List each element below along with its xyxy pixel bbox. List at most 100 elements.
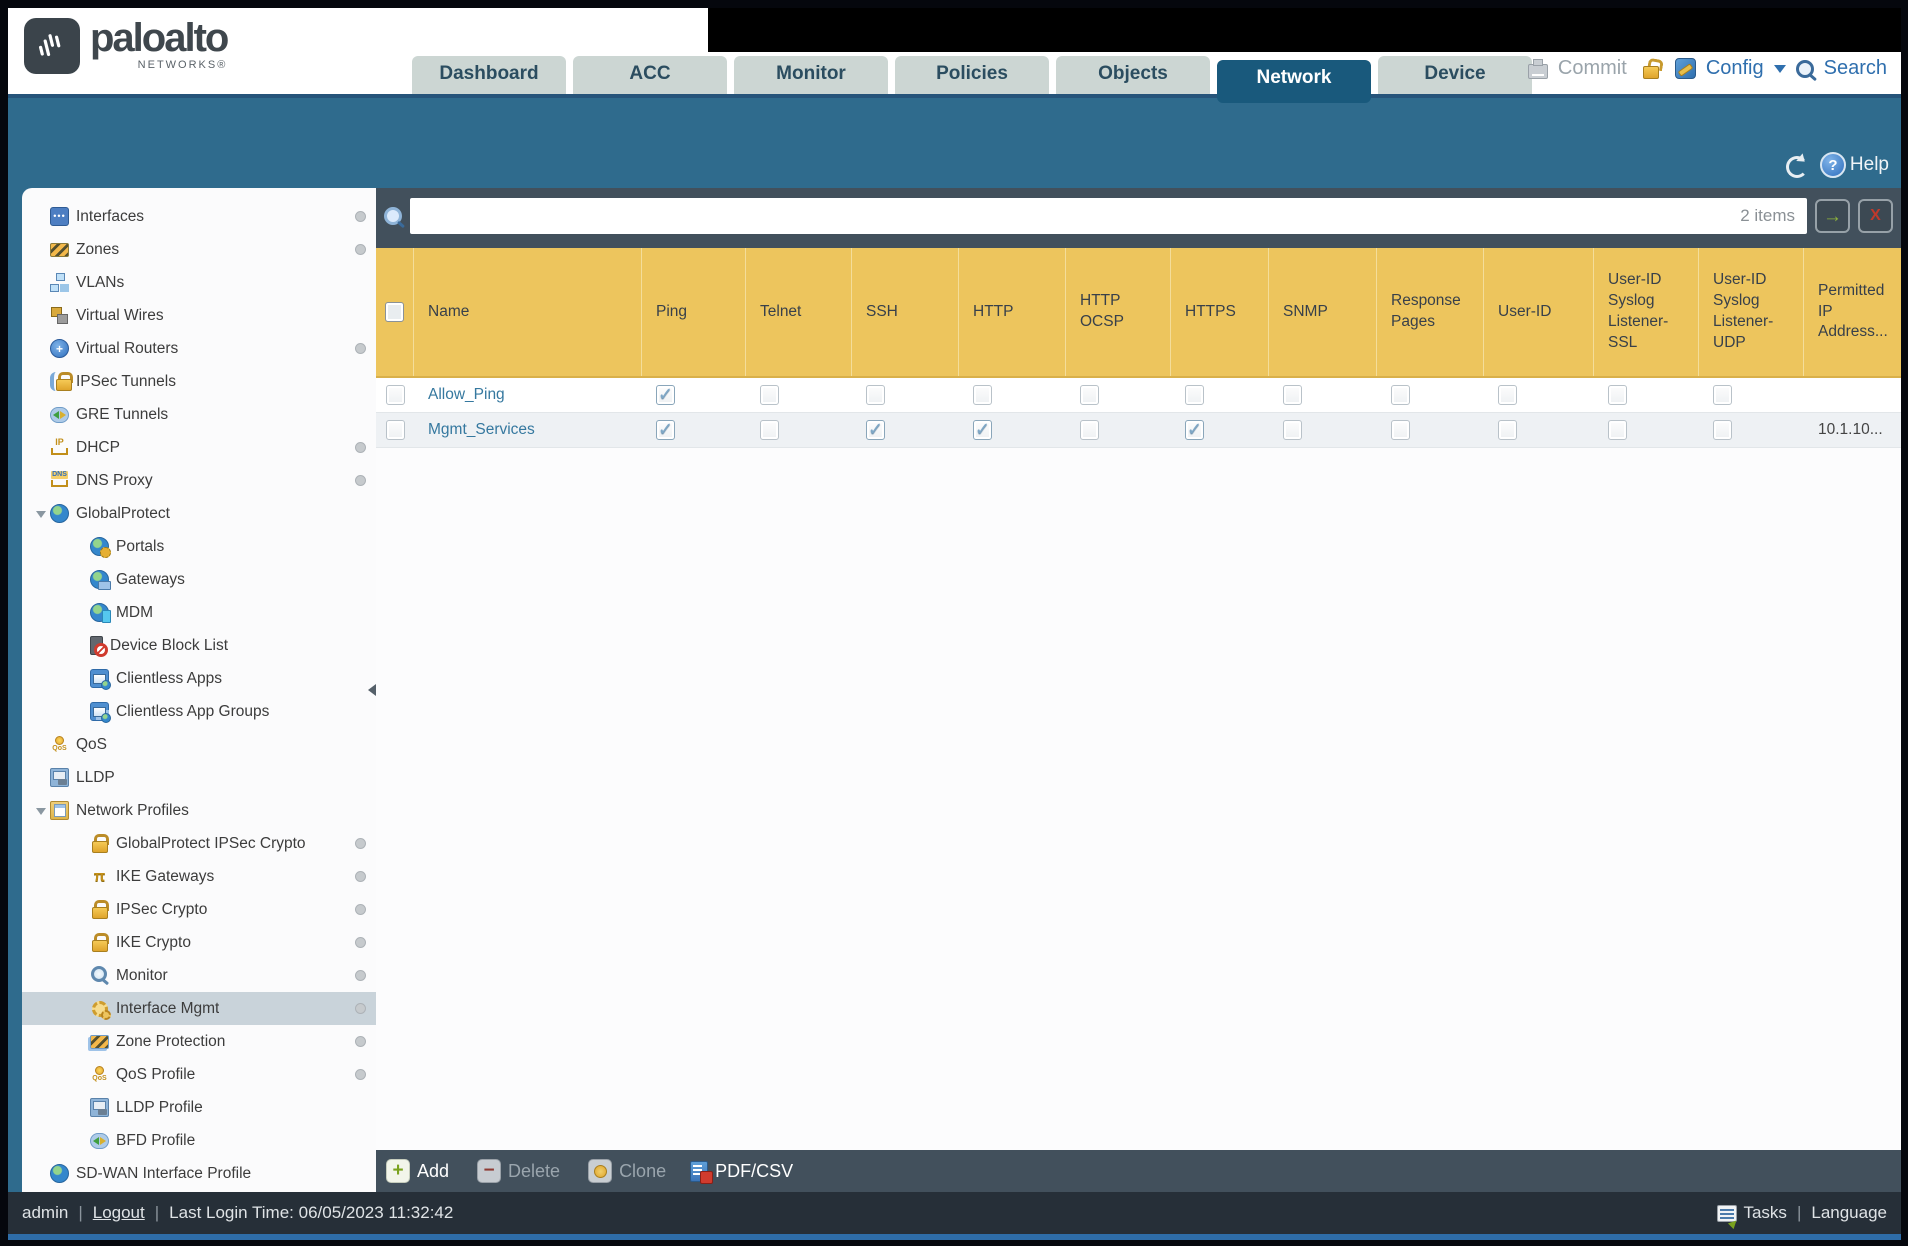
checked-checkbox-ping[interactable] <box>656 420 675 440</box>
sidebar-item-ipsec-tunnels[interactable]: IPSec Tunnels <box>22 365 376 398</box>
unchecked-checkbox-user-id-syslog-listener-ssl[interactable] <box>1608 420 1627 440</box>
column-header-user-id[interactable]: User-ID <box>1484 248 1594 376</box>
tab-policies[interactable]: Policies <box>895 56 1049 94</box>
filter-search-input[interactable] <box>410 198 1741 234</box>
sidebar-item-monitor[interactable]: Monitor <box>22 959 376 992</box>
add-button[interactable]: + Add <box>386 1159 449 1183</box>
language-button[interactable]: Language <box>1811 1203 1887 1222</box>
row-select-checkbox[interactable] <box>385 420 405 440</box>
sidebar-item-dns-proxy[interactable]: DNS Proxy <box>22 464 376 497</box>
tab-network[interactable]: Network <box>1217 60 1371 103</box>
row-name-link[interactable]: Mgmt_Services <box>428 421 535 438</box>
row-name-link[interactable]: Allow_Ping <box>428 386 505 403</box>
logout-link[interactable]: Logout <box>92 1203 145 1222</box>
sidebar-collapse-icon[interactable] <box>362 684 376 696</box>
sidebar-item-mdm[interactable]: MDM <box>22 596 376 629</box>
sidebar-item-virtual-wires[interactable]: Virtual Wires <box>22 299 376 332</box>
sidebar-item-zone-protection[interactable]: Zone Protection <box>22 1025 376 1058</box>
unchecked-checkbox-user-id[interactable] <box>1498 385 1517 405</box>
sidebar-item-portals[interactable]: Portals <box>22 530 376 563</box>
apply-filter-button[interactable]: → <box>1815 199 1850 233</box>
sidebar-item-lldp[interactable]: LLDP <box>22 761 376 794</box>
config-button[interactable]: Config <box>1705 57 1764 79</box>
column-header-label: SNMP <box>1283 302 1328 320</box>
sidebar-item-gateways[interactable]: Gateways <box>22 563 376 596</box>
column-header-telnet[interactable]: Telnet <box>746 248 852 376</box>
unchecked-checkbox-http[interactable] <box>973 385 992 405</box>
select-all-checkbox[interactable] <box>385 302 404 322</box>
column-header-https[interactable]: HTTPS <box>1171 248 1269 376</box>
tasks-button[interactable]: Tasks <box>1743 1203 1787 1222</box>
unchecked-checkbox-snmp[interactable] <box>1283 385 1302 405</box>
refresh-icon[interactable] <box>1785 156 1808 178</box>
clone-button[interactable]: Clone <box>588 1159 666 1183</box>
unlock-icon[interactable] <box>1641 59 1661 79</box>
tab-device[interactable]: Device <box>1378 56 1532 94</box>
checked-checkbox-ssh[interactable] <box>866 420 885 440</box>
sidebar-item-network-profiles[interactable]: Network Profiles <box>22 794 376 827</box>
sidebar-item-clientless-app-groups[interactable]: Clientless App Groups <box>22 695 376 728</box>
column-header-ping[interactable]: Ping <box>642 248 746 376</box>
checked-checkbox-http[interactable] <box>973 420 992 440</box>
sidebar-item-qos-profile[interactable]: QoS Profile <box>22 1058 376 1091</box>
sidebar-item-interface-mgmt[interactable]: Interface Mgmt <box>22 992 376 1025</box>
delete-button[interactable]: − Delete <box>477 1159 560 1183</box>
column-header-select[interactable] <box>376 248 414 376</box>
unchecked-checkbox-telnet[interactable] <box>760 420 779 440</box>
unchecked-checkbox-snmp[interactable] <box>1283 420 1302 440</box>
sidebar-item-virtual-routers[interactable]: Virtual Routers <box>22 332 376 365</box>
column-header-name[interactable]: Name <box>414 248 642 376</box>
unchecked-checkbox-user-id[interactable] <box>1498 420 1517 440</box>
column-header-http-ocsp[interactable]: HTTP OCSP <box>1066 248 1171 376</box>
expand-caret-icon[interactable] <box>36 510 46 523</box>
expand-caret-icon[interactable] <box>36 807 46 820</box>
pdf-csv-button[interactable]: PDF/CSV <box>690 1160 793 1184</box>
sidebar-item-gre-tunnels[interactable]: GRE Tunnels <box>22 398 376 431</box>
row-select-checkbox[interactable] <box>385 385 405 405</box>
unchecked-checkbox-ssh[interactable] <box>866 385 885 405</box>
column-header-user-id-syslog-listener-udp[interactable]: User-ID Syslog Listener-UDP <box>1699 248 1804 376</box>
clear-filter-button[interactable]: X <box>1858 199 1893 233</box>
table-row-mgmt-services: Mgmt_Services 10.1.10... <box>376 413 1901 448</box>
column-header-snmp[interactable]: SNMP <box>1269 248 1377 376</box>
sidebar-item-ike-gateways[interactable]: IKE Gateways <box>22 860 376 893</box>
sidebar-item-ipsec-crypto[interactable]: IPSec Crypto <box>22 893 376 926</box>
search-button[interactable]: Search <box>1823 57 1887 79</box>
unchecked-checkbox-user-id-syslog-listener-udp[interactable] <box>1713 385 1732 405</box>
sidebar-item-globalprotect-ipsec-crypto[interactable]: GlobalProtect IPSec Crypto <box>22 827 376 860</box>
tab-dashboard[interactable]: Dashboard <box>412 56 566 94</box>
unchecked-checkbox-user-id-syslog-listener-ssl[interactable] <box>1608 385 1627 405</box>
sidebar-item-qos[interactable]: QoS <box>22 728 376 761</box>
column-header-user-id-syslog-listener-ssl[interactable]: User-ID Syslog Listener-SSL <box>1594 248 1699 376</box>
sidebar-item-interfaces[interactable]: Interfaces <box>22 200 376 233</box>
help-button[interactable]: Help <box>1819 152 1889 178</box>
checked-checkbox-ping[interactable] <box>656 385 675 405</box>
unchecked-checkbox-http-ocsp[interactable] <box>1080 420 1099 440</box>
tab-objects[interactable]: Objects <box>1056 56 1210 94</box>
commit-button[interactable]: Commit <box>1557 57 1627 79</box>
unchecked-checkbox-https[interactable] <box>1185 385 1204 405</box>
column-header-permitted-ip[interactable]: Permitted IP Address... <box>1804 248 1901 376</box>
config-caret-icon[interactable] <box>1773 65 1786 79</box>
unchecked-checkbox-user-id-syslog-listener-udp[interactable] <box>1713 420 1732 440</box>
unchecked-checkbox-response-pages[interactable] <box>1391 385 1410 405</box>
sidebar-item-zones[interactable]: Zones <box>22 233 376 266</box>
column-header-ssh[interactable]: SSH <box>852 248 959 376</box>
sidebar-item-bfd-profile[interactable]: BFD Profile <box>22 1124 376 1157</box>
unchecked-checkbox-response-pages[interactable] <box>1391 420 1410 440</box>
column-header-http[interactable]: HTTP <box>959 248 1066 376</box>
sidebar-item-globalprotect[interactable]: GlobalProtect <box>22 497 376 530</box>
checked-checkbox-https[interactable] <box>1185 420 1204 440</box>
column-header-response-pages[interactable]: Response Pages <box>1377 248 1484 376</box>
tab-acc[interactable]: ACC <box>573 56 727 94</box>
sidebar-item-ike-crypto[interactable]: IKE Crypto <box>22 926 376 959</box>
sidebar-item-lldp-profile[interactable]: LLDP Profile <box>22 1091 376 1124</box>
unchecked-checkbox-telnet[interactable] <box>760 385 779 405</box>
unchecked-checkbox-http-ocsp[interactable] <box>1080 385 1099 405</box>
sidebar-item-device-block-list[interactable]: Device Block List <box>22 629 376 662</box>
sidebar-item-clientless-apps[interactable]: Clientless Apps <box>22 662 376 695</box>
tab-monitor[interactable]: Monitor <box>734 56 888 94</box>
sidebar-item-vlans[interactable]: VLANs <box>22 266 376 299</box>
sidebar-item-dhcp[interactable]: DHCP <box>22 431 376 464</box>
sidebar-item-sd-wan-interface-profile[interactable]: SD-WAN Interface Profile <box>22 1157 376 1190</box>
